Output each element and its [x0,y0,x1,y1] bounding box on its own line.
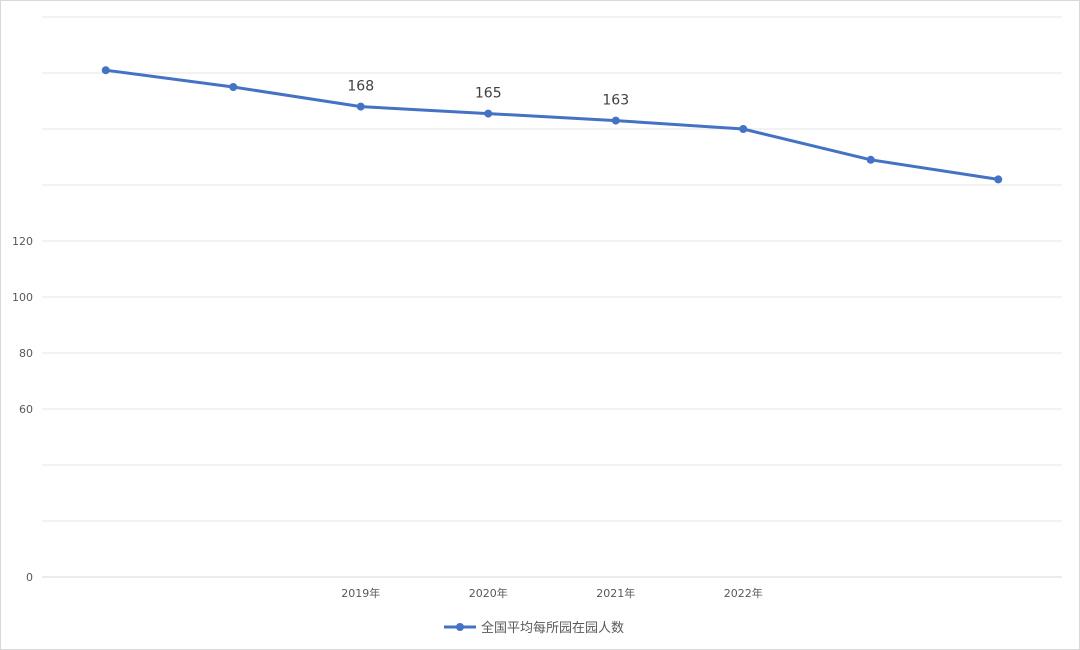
data-label: 165 [475,86,502,102]
data-point [994,175,1003,184]
data-label: 163 [602,93,629,109]
data-point [101,66,110,75]
series-group [101,66,1003,184]
y-tick-label: 100 [12,291,33,304]
grid-lines [42,16,1062,578]
legend-label: 全国平均每所园在园人数 [481,620,624,636]
y-tick-label: 120 [12,235,33,248]
y-tick-label: 0 [26,571,33,584]
y-tick-label: 80 [19,347,33,360]
x-axis-tick-labels: 2019年 2020年 2021年 2022年 [341,586,763,600]
legend-dot-marker [456,623,464,631]
legend: 全国平均每所园在园人数 [444,620,624,636]
data-label: 168 [347,79,374,95]
x-tick-label: 2020年 [469,586,508,600]
data-point [866,155,875,164]
y-axis-tick-labels: 0 60 80 100 120 [12,235,33,584]
y-tick-label: 60 [19,403,33,416]
data-point [229,83,238,91]
series-line [104,68,1000,181]
data-point [356,102,365,111]
x-tick-label: 2021年 [596,586,635,600]
data-point [739,125,748,133]
x-tick-label: 2019年 [341,586,380,600]
data-point [611,116,620,125]
data-labels: 168 165 163 [347,79,629,109]
data-point [484,109,493,118]
x-tick-label: 2022年 [724,586,763,600]
